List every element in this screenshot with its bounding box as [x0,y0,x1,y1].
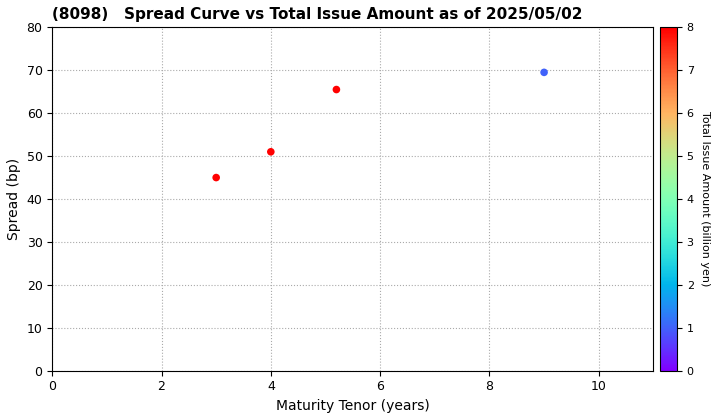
Point [265,148,276,155]
Point [210,174,222,181]
Point [330,86,342,93]
Point [539,69,550,76]
X-axis label: Maturity Tenor (years): Maturity Tenor (years) [276,399,430,413]
Text: (8098)   Spread Curve vs Total Issue Amount as of 2025/05/02: (8098) Spread Curve vs Total Issue Amoun… [53,7,582,22]
Y-axis label: Total Issue Amount (billion yen): Total Issue Amount (billion yen) [701,111,711,287]
Y-axis label: Spread (bp): Spread (bp) [7,158,21,240]
